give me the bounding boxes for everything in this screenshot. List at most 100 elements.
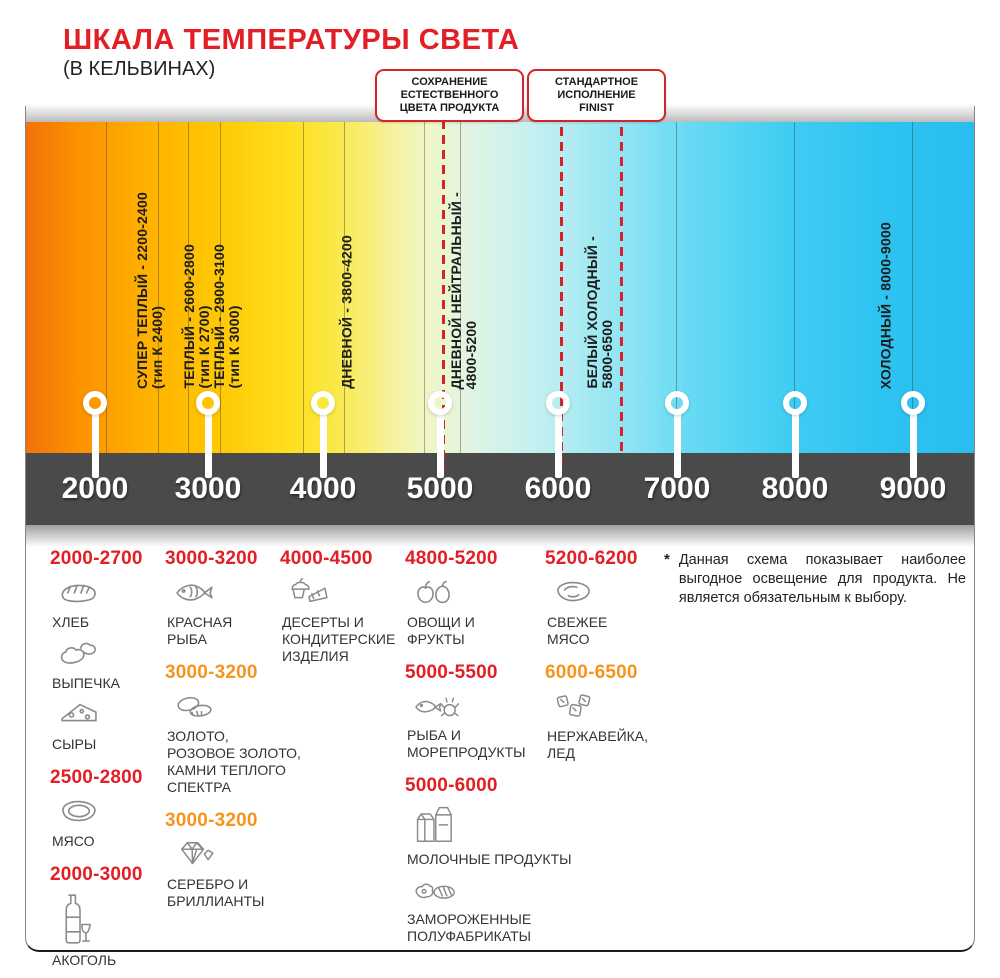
callout-line: ЦВЕТА ПРОДУКТА <box>399 102 500 114</box>
legend-group: 3000-3200 ЗОЛОТО, РОЗОВОЕ ЗОЛОТО, КАМНИ ТЕП… <box>165 662 301 796</box>
range-heading: 4800-5200 <box>405 548 498 569</box>
legend-item-label-line: МОРЕПРОДУКТЫ <box>407 744 526 760</box>
callout-line: ИСПОЛНЕНИЕ <box>557 89 636 101</box>
separator-line <box>106 122 107 453</box>
scale-band <box>25 453 975 525</box>
scale-tick-label: 8000 <box>761 472 829 505</box>
guide-dashed-line <box>620 112 623 455</box>
legend-item: СЫРЫ <box>50 698 162 753</box>
bread-icon <box>58 576 162 613</box>
dairy-icon <box>413 803 567 850</box>
legend-item-label-line: ЗАМОРОЖЕННЫЕ <box>407 911 532 927</box>
legend-item-label: ЗАМОРОЖЕННЫЕ ПОЛУФАБРИКАТЫ <box>407 911 567 945</box>
page-subtitle: (В КЕЛЬВИНАХ) <box>63 58 216 80</box>
legend-column: 4000-4500 ДЕСЕРТЫ И КОНДИТЕРСКИЕ ИЗДЕЛИЯ <box>280 548 408 665</box>
scale-pin-ring <box>428 391 452 415</box>
legend-item-label-line: МЯСО <box>52 833 95 849</box>
vegetables-icon <box>413 576 567 613</box>
separator-line <box>424 122 425 453</box>
legend-group: 3000-3200 СЕРЕБРО И БРИЛЛИАНТЫ <box>165 810 283 910</box>
scale-pin-stem <box>204 412 212 478</box>
range-heading: 5000-5500 <box>405 662 498 683</box>
separator-line <box>158 122 159 453</box>
callout-natural-color: СОХРАНЕНИЕ ЕСТЕСТВЕННОГО ЦВЕТА ПРОДУКТА <box>375 69 524 122</box>
legend-item-label: СЫРЫ <box>52 736 162 753</box>
range-heading: 2000-2700 <box>50 548 143 569</box>
callout-standard-finist: СТАНДАРТНОЕ ИСПОЛНЕНИЕ FINIST <box>527 69 666 122</box>
ice-icon <box>553 690 673 727</box>
legend-group: 3000-3200 КРАСНАЯ РЫБА <box>165 548 283 648</box>
legend-item-label: ЗОЛОТО, РОЗОВОЕ ЗОЛОТО, КАМНИ ТЕПЛОГО СПЕКТ… <box>167 728 301 796</box>
scale-tick-label: 5000 <box>406 472 474 505</box>
diamond-icon <box>173 838 283 875</box>
legend-group: 4800-5200 ОВОЩИ И ФРУКТЫ <box>405 548 567 648</box>
scale-tick-label: 2000 <box>61 472 129 505</box>
legend-item-label-line: СЕРЕБРО И <box>167 876 249 892</box>
separator-line <box>912 122 913 453</box>
scale-pin-stem <box>791 412 799 478</box>
guide-dashed-line <box>560 112 563 470</box>
separator-line <box>344 122 345 453</box>
bottom-shadow <box>25 525 975 547</box>
legend-item-label-line: КАМНИ ТЕПЛОГО <box>167 762 286 778</box>
legend-group: 6000-6500 НЕРЖАВЕЙКА, ЛЕД <box>545 662 673 762</box>
legend-item-label-line: НЕРЖАВЕЙКА, <box>547 728 649 744</box>
legend-item-label-line: ИЗДЕЛИЯ <box>282 648 349 664</box>
legend-item-label: КРАСНАЯ РЫБА <box>167 614 283 648</box>
legend-item: МОЛОЧНЫЕ ПРОДУКТЫ <box>405 803 572 868</box>
separator-line <box>188 122 189 453</box>
legend-group: 5000-5500 РЫБА И МОРЕПРОДУКТЫ <box>405 662 567 761</box>
scale-pin-ring <box>83 391 107 415</box>
range-heading: 4000-4500 <box>280 548 373 569</box>
range-heading: 6000-6500 <box>545 662 638 683</box>
legend-column: 3000-3200 КРАСНАЯ РЫБА 3000-3200 ЗОЛОТО, РОЗО… <box>165 548 301 910</box>
scale-pin-stem <box>554 412 562 478</box>
scale-pin-ring <box>311 391 335 415</box>
legend-group: 2000-3000 АКОГОЛЬ <box>50 864 162 969</box>
legend-item-label-line: ОВОЩИ И <box>407 614 475 630</box>
legend-item: РЫБА И МОРЕПРОДУКТЫ <box>405 690 567 761</box>
range-heading: 5000-6000 <box>405 775 498 796</box>
page-title: ШКАЛА ТЕМПЕРАТУРЫ СВЕТА <box>63 24 520 56</box>
legend-group: 5200-6200 СВЕЖЕЕ МЯСО <box>545 548 673 648</box>
legend-item-label: ХЛЕБ <box>52 614 162 631</box>
fish-icon <box>173 576 283 613</box>
legend-item: СВЕЖЕЕ МЯСО <box>545 576 673 648</box>
legend-item-label: ВЫПЕЧКА <box>52 675 162 692</box>
croissant-icon <box>58 637 162 674</box>
legend-item-label-line: ХЛЕБ <box>52 614 90 630</box>
footnote-text: Данная схема показывает наиболее выгодно… <box>678 552 966 606</box>
scale-pin-stem <box>909 412 917 478</box>
legend-item: МЯСО <box>50 795 162 850</box>
seafood-icon <box>413 690 567 726</box>
legend-item-label-line: СВЕЖЕЕ <box>547 614 608 630</box>
legend-item: ЗАМОРОЖЕННЫЕ ПОЛУФАБРИКАТЫ <box>405 874 567 945</box>
range-heading: 3000-3200 <box>165 810 258 831</box>
scale-tick-label: 9000 <box>879 472 947 505</box>
legend-item-label-line: РОЗОВОЕ ЗОЛОТО, <box>167 745 301 761</box>
legend-item-label-line: ЗОЛОТО, <box>167 728 229 744</box>
legend-item-label: МОЛОЧНЫЕ ПРОДУКТЫ <box>407 851 572 868</box>
legend-item-label: СВЕЖЕЕ МЯСО <box>547 614 673 648</box>
legend-item-label: СЕРЕБРО И БРИЛЛИАНТЫ <box>167 876 283 910</box>
legend-item-label-line: КОНДИТЕРСКИЕ <box>282 631 396 647</box>
fresh-meat-icon <box>553 576 673 613</box>
legend-column: 2000-2700 ХЛЕБ ВЫПЕЧКА СЫРЫ 2500-2800 МЯСО 200… <box>50 548 162 969</box>
callout-line: ЕСТЕСТВЕННОГО <box>400 89 499 101</box>
separator-line <box>676 122 677 453</box>
range-heading: 3000-3200 <box>165 662 258 683</box>
callout-line: FINIST <box>579 102 614 114</box>
separator-line <box>460 122 461 453</box>
legend-item: ВЫПЕЧКА <box>50 637 162 692</box>
callout-line: СТАНДАРТНОЕ <box>554 76 639 88</box>
legend-item-label-line: ЛЕД <box>547 745 576 761</box>
legend-column: 4800-5200 ОВОЩИ И ФРУКТЫ 5000-5500 РЫБА И МОР… <box>405 548 572 945</box>
meat-icon <box>58 795 162 832</box>
alcohol-icon <box>58 892 162 951</box>
separator-line <box>220 122 221 453</box>
scale-pin-ring <box>901 391 925 415</box>
legend-item-label-line: РЫБА И <box>407 727 461 743</box>
scale-pin-ring <box>665 391 689 415</box>
